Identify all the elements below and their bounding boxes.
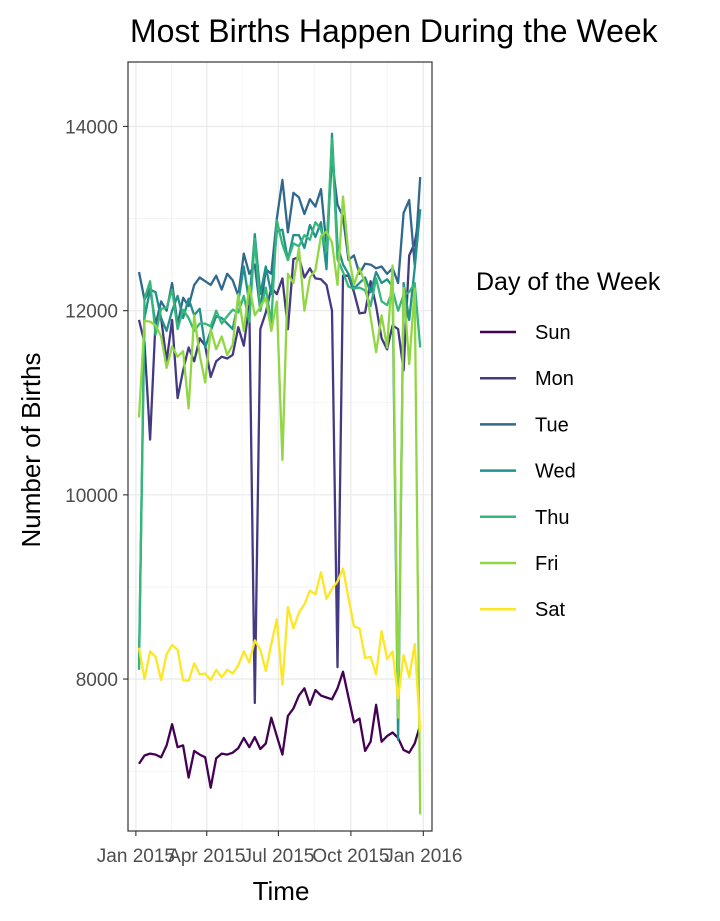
series-line-tue	[137, 157, 422, 326]
series-lines	[137, 132, 422, 815]
y-tick-label: 10000	[65, 486, 118, 507]
legend: Day of the Week Sun Mon Tue Wed Thu Fri Sat	[476, 268, 661, 621]
y-tick-label: 12000	[65, 302, 118, 323]
x-tick-label: Apr 2015	[168, 846, 245, 867]
legend-title: Day of the Week	[476, 268, 661, 296]
series-line-sun	[138, 670, 422, 789]
y-axis-title: Number of Births	[16, 352, 46, 547]
y-tick-label: 8000	[76, 670, 118, 691]
x-tick-label: Jan 2015	[97, 846, 175, 867]
plot-border	[127, 61, 433, 832]
legend-label-wed: Wed	[535, 461, 576, 483]
series-line-sat	[137, 567, 422, 732]
series-line-thu	[137, 137, 422, 670]
legend-label-tue: Tue	[535, 414, 569, 436]
legend-label-mon: Mon	[535, 368, 574, 390]
x-tick-label: Oct 2015	[312, 846, 389, 867]
legend-label-sun: Sun	[535, 322, 571, 344]
y-tick-label: 14000	[65, 117, 118, 138]
legend-label-fri: Fri	[535, 553, 558, 575]
x-tick-label: Jan 2016	[384, 846, 462, 867]
legend-label-sat: Sat	[535, 599, 565, 621]
x-tick-label: Jul 2015	[243, 846, 315, 867]
x-axis-title: Time	[253, 876, 310, 906]
y-axis: 8000 10000 12000 14000	[65, 117, 128, 691]
plot-panel	[128, 62, 432, 831]
chart-title: Most Births Happen During the Week	[130, 13, 659, 49]
plot-background	[128, 62, 432, 831]
series-line-fri	[137, 195, 422, 815]
legend-label-thu: Thu	[535, 507, 569, 529]
